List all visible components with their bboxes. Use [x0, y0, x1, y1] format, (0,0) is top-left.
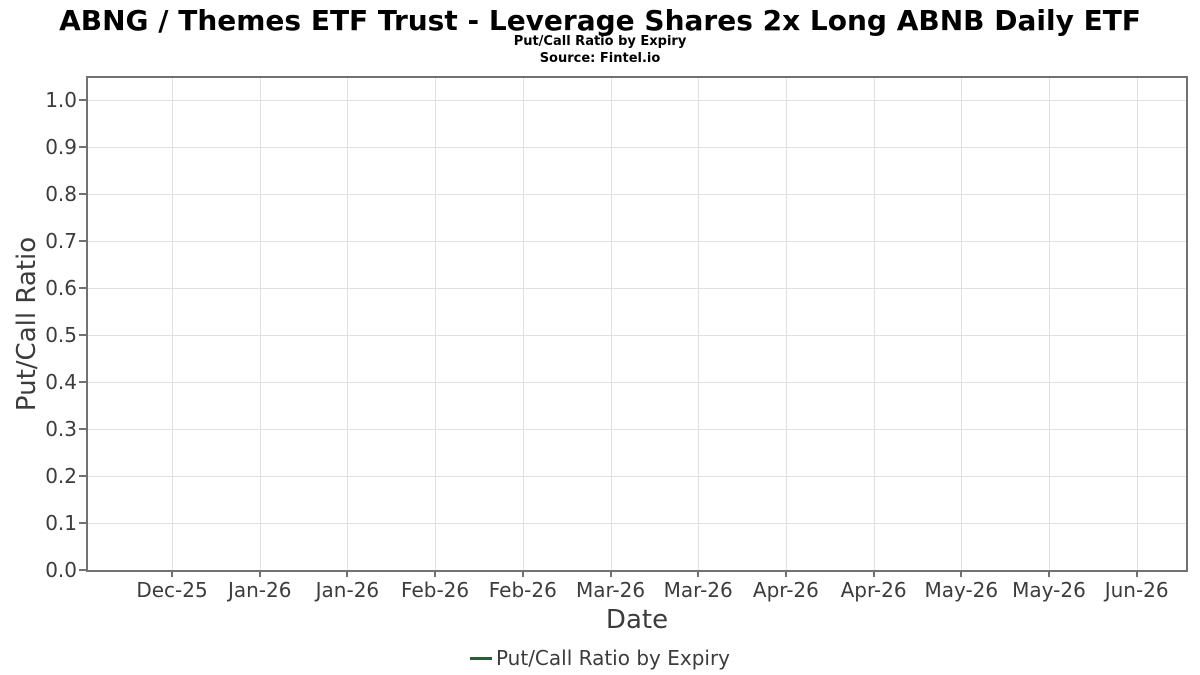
y-gridline	[88, 100, 1186, 101]
y-tick-mark	[79, 569, 86, 571]
y-tick-label: 0.3	[45, 417, 77, 441]
y-tick-label: 0.9	[45, 135, 77, 159]
x-tick-mark	[784, 570, 787, 577]
y-tick-label: 0.6	[45, 276, 77, 300]
x-tick-label: Jun-26	[1104, 578, 1169, 602]
x-tick-mark	[171, 570, 173, 577]
x-gridline	[785, 78, 787, 570]
x-tick-label: May-26	[924, 578, 999, 602]
y-gridline	[88, 194, 1186, 195]
x-tick-mark	[521, 570, 524, 577]
x-gridline	[259, 78, 261, 570]
x-tick-mark	[960, 570, 963, 577]
y-gridline	[88, 476, 1186, 477]
x-tick-mark	[609, 570, 612, 577]
x-tick-mark	[697, 570, 700, 577]
x-gridline	[347, 78, 349, 570]
y-gridline	[88, 241, 1186, 242]
x-tick-label: Feb-26	[401, 578, 470, 602]
legend: Put/Call Ratio by Expiry	[0, 646, 1200, 670]
x-tick-label: Jan-26	[227, 578, 292, 602]
legend-label: Put/Call Ratio by Expiry	[495, 646, 731, 670]
y-tick-mark	[79, 475, 86, 477]
x-tick-mark	[258, 570, 261, 577]
chart-source: Source: Fintel.io	[539, 51, 661, 66]
x-gridline	[1136, 78, 1138, 570]
x-tick-label: Apr-26	[840, 578, 907, 602]
y-tick-mark	[79, 193, 86, 195]
y-gridline	[88, 288, 1186, 289]
y-tick-label: 0.0	[45, 558, 77, 582]
y-gridline	[88, 147, 1186, 148]
chart-title: ABNG / Themes ETF Trust - Leverage Share…	[59, 4, 1141, 37]
y-gridline	[88, 382, 1186, 383]
x-gridline	[172, 78, 173, 570]
x-gridline	[522, 78, 524, 570]
x-gridline	[435, 78, 437, 570]
x-gridline	[961, 78, 963, 570]
y-tick-label: 0.7	[45, 229, 77, 253]
x-tick-mark	[346, 570, 349, 577]
y-tick-mark	[79, 381, 86, 383]
legend-line-swatch	[469, 656, 492, 660]
x-tick-mark	[1048, 570, 1050, 577]
plot-area: 0.0 0.1 0.2 0.3 0.4 0.5 0.6 0.7 0.8 0.9 1.0 Dec-25 J…	[45, 76, 1188, 602]
y-tick-mark	[79, 99, 86, 101]
x-tick-label: Jan-26	[315, 578, 380, 602]
x-tick-label: Dec-25	[136, 578, 208, 602]
y-tick-mark	[79, 334, 86, 336]
y-tick-label: 0.8	[45, 182, 77, 206]
chart-subtitle: Put/Call Ratio by Expiry	[513, 34, 687, 49]
x-tick-mark	[1135, 570, 1138, 577]
x-tick-label: Mar-26	[575, 578, 646, 602]
y-gridline	[88, 429, 1186, 430]
x-tick-label: May-26	[1012, 578, 1086, 602]
x-tick-label: Mar-26	[663, 578, 733, 602]
y-tick-label: 1.0	[45, 88, 77, 112]
x-gridline	[698, 78, 700, 570]
y-tick-label: 0.1	[45, 511, 77, 535]
x-tick-mark	[434, 570, 437, 577]
x-gridline	[1049, 78, 1050, 570]
y-gridline	[88, 523, 1186, 524]
y-tick-label: 0.5	[45, 323, 77, 347]
x-gridline	[873, 78, 875, 570]
y-tick-mark	[79, 428, 86, 430]
x-gridline	[610, 78, 612, 570]
x-axis-label: Date	[605, 605, 669, 635]
y-tick-label: 0.2	[45, 464, 77, 488]
y-tick-mark	[79, 240, 86, 242]
x-tick-label: Feb-26	[488, 578, 557, 602]
y-tick-mark	[79, 146, 86, 148]
y-tick-label: 0.4	[45, 370, 77, 394]
y-gridline	[88, 335, 1186, 336]
x-tick-label: Apr-26	[752, 578, 819, 602]
x-tick-mark	[872, 570, 875, 577]
y-tick-mark	[79, 287, 86, 289]
y-tick-mark	[79, 522, 86, 524]
